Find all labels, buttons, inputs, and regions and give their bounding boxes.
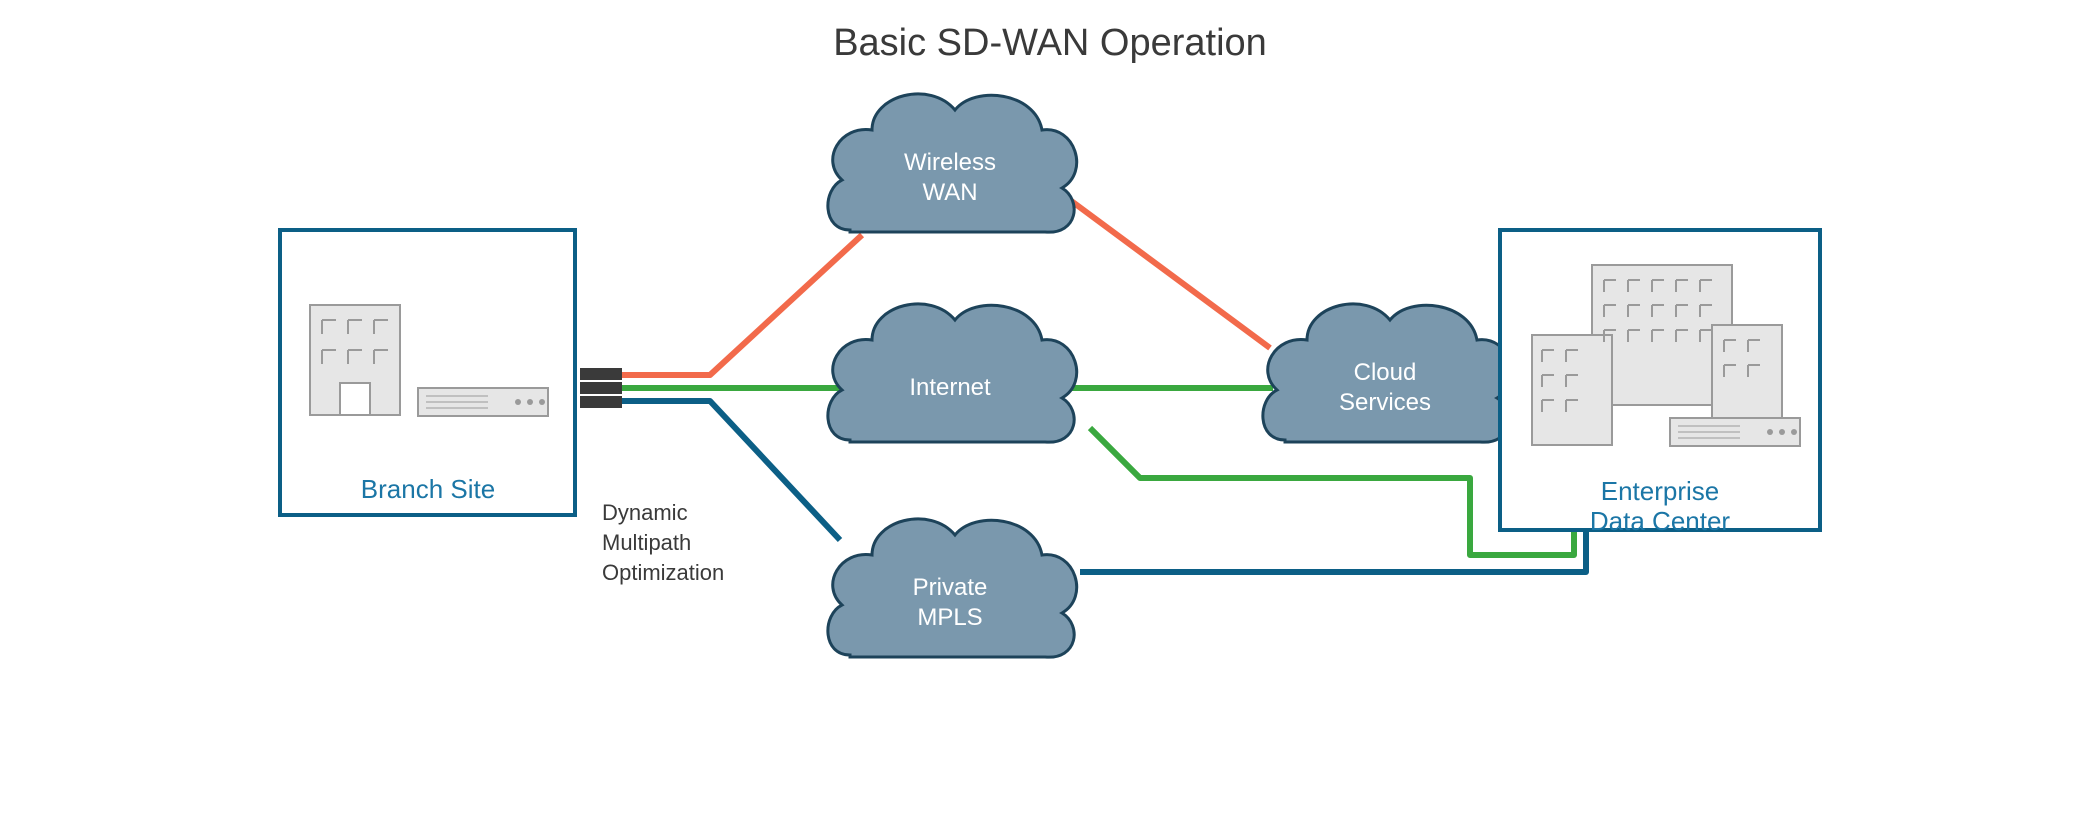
svg-text:Optimization: Optimization <box>602 560 724 585</box>
sdwan-ports-icon <box>580 368 622 408</box>
svg-text:Multipath: Multipath <box>602 530 691 555</box>
wireless-cloud-label: Wireless <box>904 149 996 176</box>
wireless-cloud: Wireless WAN <box>828 94 1077 232</box>
branch-building-icon <box>310 305 400 415</box>
cloud-services-cloud: Cloud Services <box>1263 304 1512 442</box>
branch-site-box: Branch Site <box>280 230 575 515</box>
mpls-cloud: Private MPLS <box>828 519 1077 657</box>
internet-cloud: Internet <box>828 304 1077 442</box>
datacenter-label-2: Data Center <box>1590 506 1731 536</box>
datacenter-appliance-icon <box>1670 418 1800 446</box>
datacenter-box: Enterprise Data Center <box>1500 230 1820 536</box>
branch-site-label: Branch Site <box>361 474 495 504</box>
mpls-cloud-label-2: MPLS <box>917 604 982 631</box>
cloud-services-cloud-label: Cloud <box>1354 359 1417 386</box>
diagram-title: Basic SD-WAN Operation <box>833 22 1267 64</box>
datacenter-label-1: Enterprise <box>1601 476 1720 506</box>
svg-text:Dynamic: Dynamic <box>602 500 688 525</box>
wireless-cloud-label-2: WAN <box>922 179 977 206</box>
cloud-services-cloud-label-2: Services <box>1339 389 1431 416</box>
branch-appliance-icon <box>418 388 548 416</box>
internet-cloud-label: Internet <box>909 374 991 401</box>
multipath-annotation: Dynamic Multipath Optimization <box>602 500 724 585</box>
mpls-cloud-label: Private <box>913 574 988 601</box>
